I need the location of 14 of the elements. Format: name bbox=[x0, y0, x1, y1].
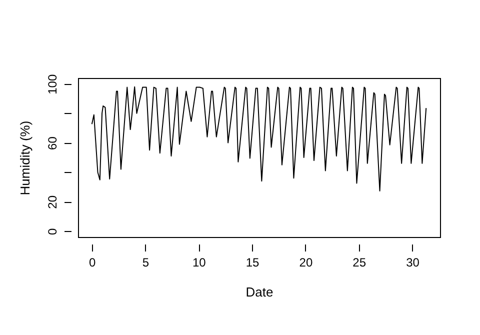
x-tick-label: 20 bbox=[299, 256, 313, 270]
x-tick-label: 30 bbox=[406, 256, 420, 270]
x-tick-label: 15 bbox=[246, 256, 260, 270]
y-tick-label: 0 bbox=[46, 228, 60, 235]
y-tick-label: 60 bbox=[46, 136, 60, 150]
x-tick-label: 0 bbox=[89, 256, 96, 270]
x-axis-title: Date bbox=[246, 284, 274, 300]
line-series bbox=[91, 86, 427, 192]
x-tick-label: 10 bbox=[192, 256, 206, 270]
y-tick-label: 100 bbox=[46, 74, 60, 94]
x-tick-label: 5 bbox=[142, 256, 150, 270]
x-tick-label: 25 bbox=[352, 256, 366, 270]
y-tick-label: 20 bbox=[46, 195, 60, 209]
y-axis-title: Humidity (%) bbox=[18, 120, 32, 196]
